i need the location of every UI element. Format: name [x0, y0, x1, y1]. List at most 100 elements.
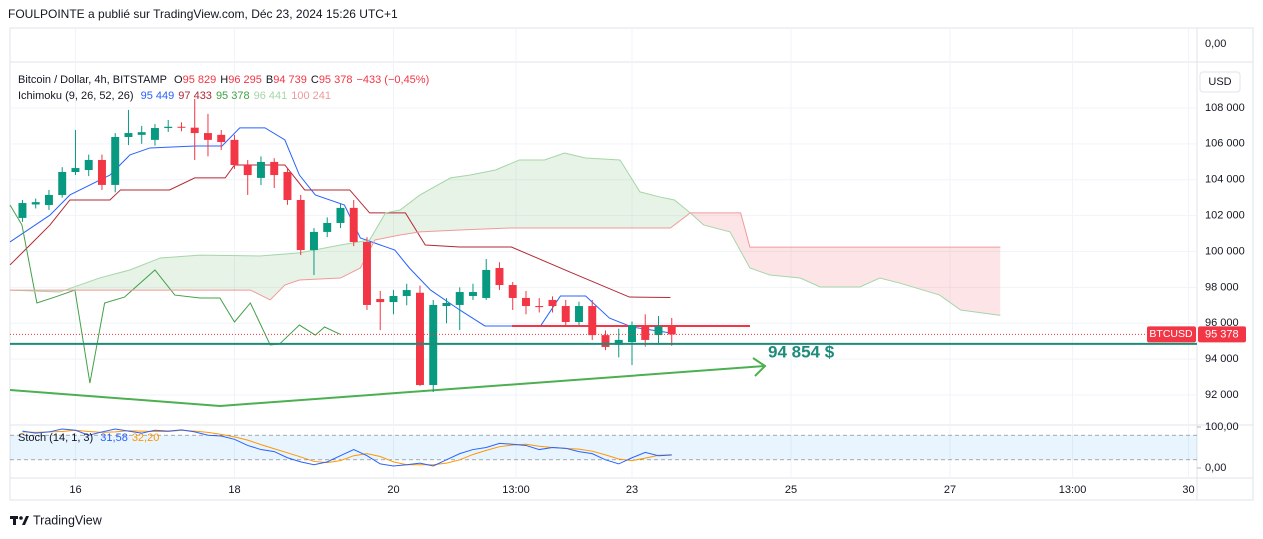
candle-body	[71, 168, 80, 172]
candle-body	[177, 126, 186, 128]
candle-body	[124, 133, 133, 138]
ohlc-key: H	[220, 74, 229, 86]
candle-body	[495, 267, 504, 286]
stoch-legend: Stoch (14, 1, 3) 31,58 32,20	[18, 432, 163, 444]
candle-body	[349, 207, 358, 242]
ohlc-value: 94 739	[273, 74, 307, 86]
symbol-tag: BTCUSD	[1149, 328, 1193, 340]
ohlc-value: 95 378	[318, 74, 353, 86]
candle-body	[190, 127, 199, 134]
stoch-d: 32,20	[131, 432, 160, 444]
candle-body	[402, 290, 411, 296]
level-label: 94 854 $	[768, 342, 835, 361]
candle-body	[31, 202, 40, 205]
ohlc-value: 96 295	[228, 74, 262, 86]
ohlc-key: C	[310, 74, 319, 86]
ichimoku-value: 97 433	[178, 90, 212, 102]
candle-body	[296, 199, 305, 251]
candle-body	[243, 164, 252, 176]
y-tick-label: 100 000	[1205, 245, 1245, 257]
x-tick-label: 25	[785, 484, 797, 496]
currency[interactable]: USD	[1208, 76, 1231, 88]
candle-body	[376, 299, 385, 303]
ohlc-key: O	[174, 74, 183, 86]
candle-body	[628, 325, 636, 343]
ichimoku-line	[9, 152, 1001, 316]
y-tick-label: 104 000	[1205, 174, 1245, 186]
y-tick-label: 108 000	[1205, 102, 1245, 114]
candle-body	[588, 306, 597, 336]
ichimoku-value: 100 241	[291, 90, 332, 102]
candle-body	[575, 306, 583, 323]
candle-body	[442, 302, 451, 307]
candle-body	[309, 231, 318, 251]
candle-body	[44, 194, 53, 206]
y-tick-label: 92 000	[1205, 389, 1239, 401]
change: −433 (−0,45%)	[356, 74, 430, 86]
ichimoku-value: 95 378	[215, 90, 250, 102]
candle-body	[654, 326, 663, 336]
currency-button[interactable]	[1199, 71, 1241, 93]
top-pane-tick: 0,00	[1205, 38, 1226, 50]
ichimoku-title: Ichimoku (9, 26, 52, 26)	[18, 90, 134, 102]
symbol-title: Bitcoin / Dollar, 4h, BITSTAMP	[18, 74, 167, 86]
stoch-title: Stoch (14, 1, 3)	[18, 432, 94, 444]
candle-body	[58, 171, 67, 195]
candle-body	[469, 292, 477, 296]
candle-body	[667, 326, 676, 335]
footer: TradingView	[33, 513, 103, 527]
candle-body	[535, 306, 544, 308]
candle-body	[601, 335, 610, 347]
x-tick-label: 18	[228, 484, 240, 496]
x-tick-label: 20	[387, 484, 399, 496]
stoch-line	[22, 428, 672, 467]
stoch-band	[10, 435, 1197, 460]
candle-body	[137, 132, 146, 135]
ichimoku-line	[10, 212, 1001, 301]
candle-body	[429, 304, 438, 385]
arrow-head	[752, 357, 767, 377]
logo	[10, 516, 29, 525]
x-tick-label: 23	[626, 484, 638, 496]
ichimoku-line	[9, 204, 341, 384]
candle-body	[336, 207, 345, 223]
x-tick-label: 27	[944, 484, 956, 496]
candle-body	[362, 241, 371, 305]
candle-body	[270, 161, 279, 176]
stoch-tick-label: 100,00	[1205, 421, 1239, 433]
drawn-trend-arrow	[9, 365, 766, 408]
candle-body	[561, 306, 570, 323]
candle-body	[522, 297, 530, 307]
price-legend: Bitcoin / Dollar, 4h, BITSTAMP O95 829 H9…	[18, 74, 433, 86]
x-tick-label: 16	[69, 484, 81, 496]
last-price: 95 378	[1205, 328, 1239, 340]
candle-body	[18, 203, 27, 218]
candle-body	[508, 285, 517, 298]
ichimoku-legend: Ichimoku (9, 26, 52, 26) 95 449 97 433 95 …	[18, 90, 335, 102]
candle-body	[84, 159, 93, 171]
candle-body	[150, 128, 159, 140]
candle-body	[203, 133, 212, 140]
ichimoku-line	[9, 127, 672, 334]
stoch-tick-label: 0,00	[1205, 462, 1226, 474]
ohlc-key: B	[265, 74, 274, 86]
candle-body	[482, 269, 491, 298]
candle-body	[416, 292, 424, 385]
ichimoku-value: 96 441	[253, 90, 288, 102]
y-tick-label: 96 000	[1205, 317, 1239, 329]
candle-body	[283, 171, 292, 200]
candle-body	[389, 295, 398, 303]
y-tick-label: 106 000	[1205, 138, 1245, 150]
candle-body	[614, 339, 623, 345]
candle-body	[217, 134, 226, 143]
y-tick-label: 98 000	[1205, 281, 1239, 293]
ohlc-value: 95 829	[182, 74, 217, 86]
last-price-box	[1198, 326, 1246, 343]
candle-body	[641, 325, 650, 340]
candle-body	[164, 126, 173, 129]
y-tick-label: 102 000	[1205, 210, 1245, 222]
candle-body	[256, 161, 265, 178]
x-tick-label: 30	[1182, 484, 1194, 496]
